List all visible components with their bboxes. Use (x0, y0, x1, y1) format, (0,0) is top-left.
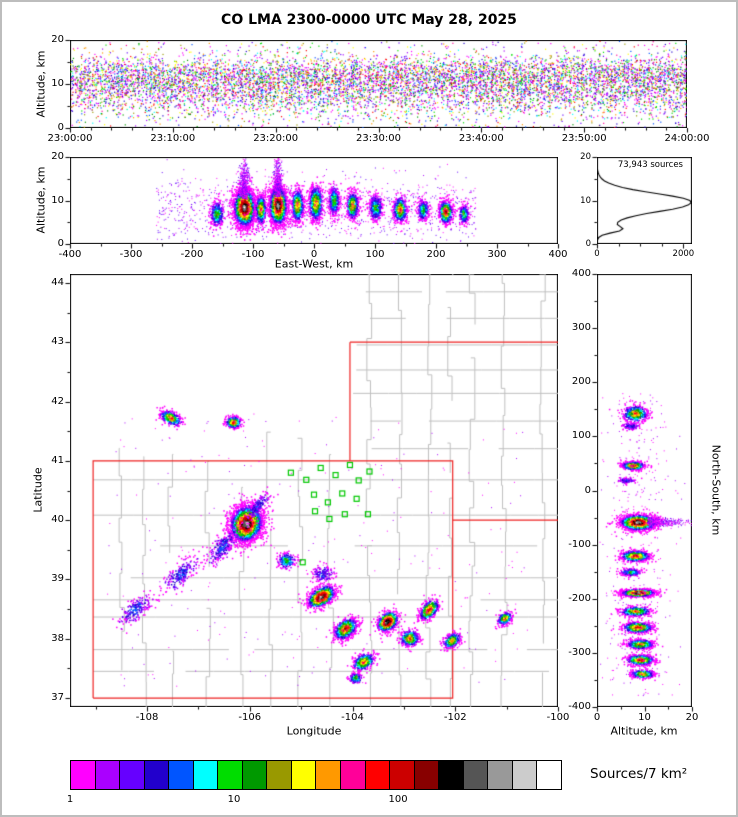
colorbar-tick-label: 1 (66, 794, 74, 805)
map-ylabel: Latitude (31, 467, 45, 513)
x-tick-label: 0 (593, 712, 601, 723)
x-tick-label: 2000 (672, 249, 695, 259)
colorbar-cell (414, 761, 440, 789)
y-tick-label: 20 (51, 34, 64, 45)
colorbar-cell (439, 761, 464, 789)
panel-plan-view-map (70, 274, 558, 707)
colorbar-cell (267, 761, 292, 789)
x-tick-label: 23:10:00 (150, 133, 196, 144)
colorbar-cell (71, 761, 96, 789)
x-tick-label: -300 (119, 249, 143, 260)
y-tick-label: 10 (51, 194, 64, 206)
y-tick-label: -100 (568, 538, 591, 550)
panel-altitude-histogram (597, 157, 692, 244)
x-tick-label: -108 (135, 712, 159, 723)
plan-view-map-canvas (70, 274, 558, 707)
x-tick-label: 23:50:00 (561, 133, 607, 144)
y-tick-label: 10 (580, 195, 591, 206)
east-west-height-scatter-canvas (70, 157, 558, 244)
y-tick-label: 43 (51, 336, 64, 348)
y-tick-label: 300 (571, 322, 591, 334)
ew-height-xlabel: East-West, km (274, 257, 354, 271)
y-tick-label: 40 (51, 514, 64, 526)
y-tick-label: 38 (51, 632, 64, 644)
panel-north-south-height (597, 274, 692, 707)
map-xlabel: Longitude (286, 724, 342, 738)
y-tick-label: 20 (51, 151, 64, 162)
colorbar-cell (144, 761, 170, 789)
colorbar-cell (218, 761, 243, 789)
panel-east-west-height (70, 157, 558, 244)
y-tick-label: 42 (51, 395, 64, 407)
north-south-height-scatter-canvas (597, 274, 692, 707)
y-tick-label: -200 (568, 592, 591, 604)
colorbar-tick-label: 100 (388, 794, 408, 805)
y-tick-label: 44 (51, 276, 64, 288)
y-tick-label: 0 (57, 238, 64, 249)
figure-title: CO LMA 2300-0000 UTC May 28, 2025 (221, 12, 517, 28)
colorbar-cell (341, 761, 366, 789)
time-height-scatter-canvas (70, 40, 687, 128)
x-tick-label: 200 (426, 249, 446, 260)
colorbar-cell (193, 761, 219, 789)
y-tick-label: 0 (585, 238, 591, 249)
x-tick-label: 24:00:00 (664, 133, 710, 144)
colorbar-cell (242, 761, 268, 789)
panel-time-height (70, 40, 687, 128)
y-tick-label: -400 (568, 701, 591, 712)
colorbar-cell (95, 761, 121, 789)
x-tick-label: -106 (238, 712, 262, 723)
x-tick-label: 10 (638, 712, 651, 723)
colorbar-cell (488, 761, 513, 789)
x-tick-label: 0 (594, 249, 600, 259)
x-tick-label: 23:00:00 (47, 133, 93, 144)
y-tick-label: 0 (584, 484, 591, 496)
y-tick-label: 41 (51, 454, 64, 466)
y-tick-label: 39 (51, 573, 64, 585)
colorbar-title: Sources/7 km² (590, 766, 688, 782)
x-tick-label: -102 (443, 712, 467, 723)
x-tick-label: 0 (310, 249, 318, 260)
colorbar-cell (169, 761, 194, 789)
ns-height-xlabel: Altitude, km (610, 724, 678, 738)
colorbar-cell (537, 761, 561, 789)
x-tick-label: -400 (58, 249, 82, 260)
y-tick-label: 0 (57, 122, 64, 133)
y-tick-label: 200 (571, 376, 591, 388)
y-tick-label: 37 (51, 692, 64, 704)
y-tick-label: 10 (51, 78, 64, 89)
source-count-annotation: 73,943 sources (617, 160, 683, 170)
x-tick-label: 23:40:00 (458, 133, 504, 144)
colorbar-cell (316, 761, 342, 789)
colorbar-tick-label: 10 (227, 794, 241, 805)
y-tick-label: -300 (568, 646, 591, 658)
colorbar-cell (512, 761, 538, 789)
colorbar-cell (390, 761, 415, 789)
x-tick-label: -100 (546, 712, 570, 723)
x-tick-label: 20 (685, 712, 699, 723)
colorbar (70, 760, 562, 790)
ns-height-ylabel: North-South, km (709, 444, 723, 536)
colorbar-cell (365, 761, 391, 789)
y-tick-label: 100 (571, 430, 591, 442)
x-tick-label: -200 (180, 249, 204, 260)
colorbar-cell (120, 761, 145, 789)
x-tick-label: -104 (341, 712, 364, 723)
x-tick-label: 100 (365, 249, 385, 260)
x-tick-label: -100 (241, 249, 265, 260)
altitude-histogram-canvas (597, 157, 692, 244)
colorbar-cell (291, 761, 317, 789)
colorbar-cell (463, 761, 489, 789)
y-tick-label: 400 (571, 268, 591, 279)
x-tick-label: 300 (487, 249, 507, 260)
x-tick-label: 23:30:00 (356, 133, 401, 144)
y-tick-label: 20 (580, 151, 591, 162)
x-tick-label: 23:20:00 (253, 133, 299, 144)
x-tick-label: 400 (548, 249, 568, 260)
